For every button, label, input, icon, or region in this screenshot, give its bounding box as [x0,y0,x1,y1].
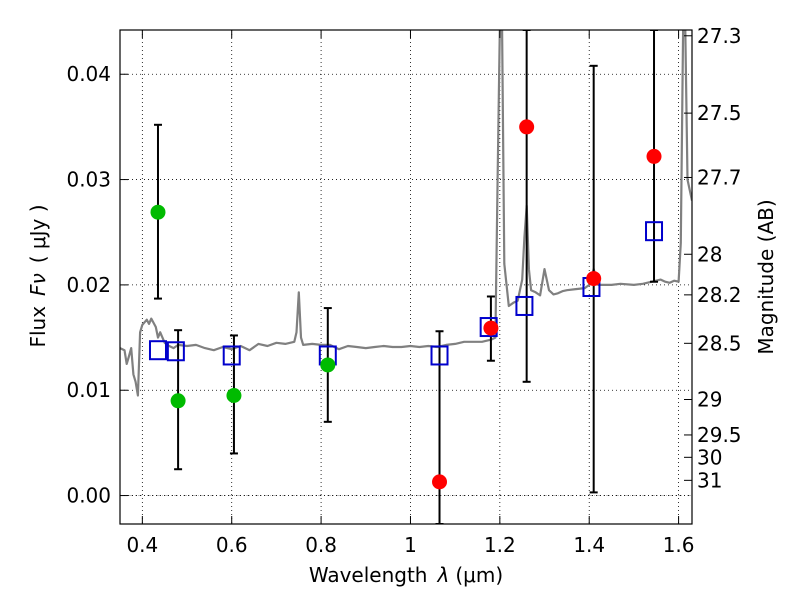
mag-tick-label: 27.7 [697,165,742,189]
x-tick-label: 1.4 [573,533,605,557]
mag-tick-label: 27.3 [697,24,742,48]
x-tick-label: 0.4 [126,533,158,557]
plot-frame [119,29,693,525]
x-tick-label: 0.8 [305,533,337,557]
mag-tick-label: 29 [697,387,722,411]
y-tick-label: 0.02 [66,273,111,297]
x-tick-label: 1.2 [484,533,516,557]
y-tick-label: 0.01 [66,378,111,402]
model-square-point [515,295,534,316]
data-point [150,204,166,220]
mag-tick-label: 28.2 [697,283,742,307]
spectrum-line [120,30,692,397]
x-axis-label: Wavelength λ (μm) [309,563,503,587]
right-axis-label: Magnitude (AB) [754,199,778,354]
y-tick-label: 0.04 [66,62,111,86]
x-tick-label: 1.6 [663,533,695,557]
data-point [320,357,336,373]
model-square-point [148,340,167,361]
x-tick-label: 0.6 [216,533,248,557]
data-point [586,271,602,287]
axes: 0.4 0.6 0.8 1 1.2 1.4 1.6 0.00 0.01 0.02 0.03 0.04 2… [66,24,741,557]
mag-tick-label: 28.5 [697,331,742,355]
spectrum-series [120,30,692,397]
model-square-point [166,341,185,362]
x-tick-label: 1 [404,533,417,557]
data-point [170,393,186,409]
mag-tick-label: 29.5 [697,423,742,447]
model-square-point [430,345,449,366]
mag-tick-label: 28 [697,242,722,266]
data-point [226,387,242,403]
mag-tick-label: 30 [697,445,722,469]
data-point [432,474,448,490]
y-tick-label: 0.00 [66,484,111,508]
model-square-point [645,221,664,242]
mag-tick-label: 27.5 [697,101,742,125]
grid-lines [120,30,692,524]
data-point [483,320,499,336]
data-markers [148,30,664,524]
y-tick-label: 0.03 [66,168,111,192]
model-square-point [222,345,241,366]
mag-tick-label: 31 [697,468,722,492]
data-point [519,119,535,135]
y-axis-label: FluxFν( μJy ) [26,204,50,347]
data-point [646,148,662,164]
